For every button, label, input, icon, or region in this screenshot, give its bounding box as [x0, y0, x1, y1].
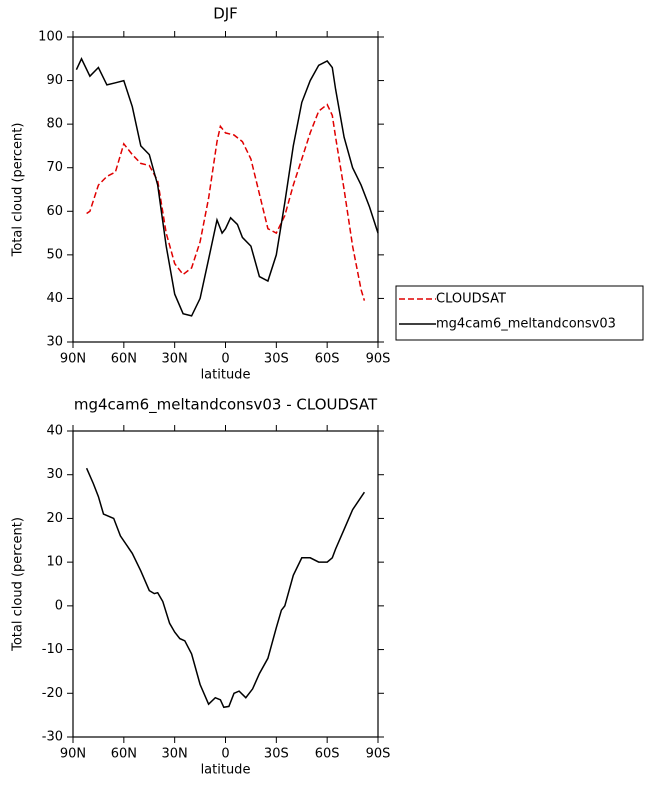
data-line: [85, 467, 366, 709]
x-tick-label: 30N: [162, 352, 188, 367]
x-tick-label: 90S: [366, 747, 391, 762]
y-tick-label: 80: [46, 117, 63, 132]
data-line: [86, 103, 366, 301]
y-axis-label: Total cloud (percent): [11, 517, 26, 652]
y-tick-label: 30: [46, 467, 63, 482]
y-tick-label: -20: [42, 686, 63, 701]
y-tick-label: 100: [38, 30, 63, 45]
x-tick-label: 90S: [366, 352, 391, 367]
x-tick-label: 30N: [162, 747, 188, 762]
y-tick-label: 20: [46, 511, 63, 526]
legend-label: mg4cam6_meltandconsv03: [436, 317, 616, 332]
plot-frame: [72, 36, 379, 343]
legend-label: CLOUDSAT: [436, 292, 506, 307]
y-tick-label: 50: [46, 247, 63, 262]
x-axis-label: latitude: [201, 368, 251, 383]
x-tick-label: 60N: [111, 352, 137, 367]
y-tick-label: 40: [46, 424, 63, 439]
x-tick-label: 60N: [111, 747, 137, 762]
x-tick-label: 0: [221, 352, 229, 367]
y-tick-label: 40: [46, 291, 63, 306]
x-tick-label: 60S: [315, 352, 340, 367]
y-tick-label: 90: [46, 73, 63, 88]
x-tick-label: 90N: [60, 747, 86, 762]
y-tick-label: -30: [42, 730, 63, 745]
y-tick-label: 70: [46, 160, 63, 175]
y-tick-label: 10: [46, 555, 63, 570]
x-tick-label: 60S: [315, 747, 340, 762]
y-tick-label: 0: [55, 598, 63, 613]
y-tick-label: 30: [46, 335, 63, 350]
x-tick-label: 30S: [264, 352, 289, 367]
data-line: [75, 57, 379, 317]
x-tick-label: 90N: [60, 352, 86, 367]
y-axis-label: Total cloud (percent): [11, 123, 26, 258]
chart-title: DJF: [213, 5, 238, 23]
chart-title: mg4cam6_meltandconsv03 - CLOUDSAT: [74, 396, 378, 415]
y-tick-label: 60: [46, 204, 63, 219]
x-tick-label: 0: [221, 747, 229, 762]
x-tick-label: 30S: [264, 747, 289, 762]
y-tick-label: -10: [42, 642, 63, 657]
legend-box: [395, 285, 644, 341]
plot-frame: [72, 430, 379, 738]
x-axis-label: latitude: [201, 763, 251, 778]
